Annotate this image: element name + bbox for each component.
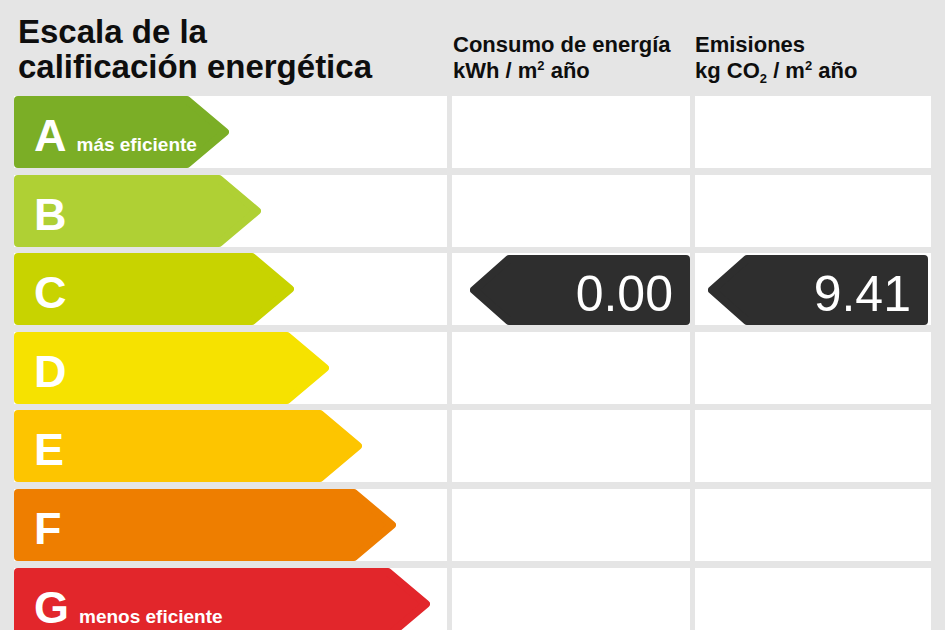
grade-arrow-C: C bbox=[14, 253, 294, 329]
page-title: Escala de la calificación energética bbox=[18, 15, 372, 84]
emisiones-cell-C: 9.41 bbox=[695, 253, 931, 325]
grade-note-G: menos eficiente bbox=[79, 606, 223, 628]
grade-arrow-B: B bbox=[14, 175, 261, 251]
emisiones-cell-B bbox=[695, 175, 931, 247]
emisiones-cell-D bbox=[695, 332, 931, 404]
emisiones-cell-F bbox=[695, 489, 931, 561]
consumo-cell-D bbox=[452, 332, 690, 404]
grade-note-A: más eficiente bbox=[77, 134, 197, 156]
emisiones-value-arrow: 9.41 bbox=[708, 255, 928, 325]
page-title-line2: calificación energética bbox=[18, 50, 372, 85]
grade-arrow-G: Gmenos eficiente bbox=[14, 568, 430, 630]
grade-letter-G: G bbox=[34, 572, 69, 630]
grade-text-D: D bbox=[34, 336, 67, 408]
consumo-cell-A bbox=[452, 96, 690, 168]
scale-row-cell-G: Gmenos eficiente bbox=[14, 568, 447, 630]
scale-row-cell-F: F bbox=[14, 489, 447, 561]
consumo-header-title: Consumo de energía bbox=[453, 32, 671, 58]
grade-letter-D: D bbox=[34, 336, 67, 408]
emisiones-header-unit: kg CO2 / m2 año bbox=[695, 58, 857, 87]
grade-arrow-E: E bbox=[14, 410, 362, 486]
emisiones-column-header: Emisiones kg CO2 / m2 año bbox=[695, 32, 857, 87]
consumo-cell-E bbox=[452, 410, 690, 482]
grade-text-G: Gmenos eficiente bbox=[34, 572, 223, 630]
consumo-value: 0.00 bbox=[576, 259, 673, 329]
consumo-cell-F bbox=[452, 489, 690, 561]
page-title-line1: Escala de la bbox=[18, 15, 372, 50]
consumo-value-arrow: 0.00 bbox=[470, 255, 690, 325]
grade-letter-E: E bbox=[34, 414, 64, 486]
grade-arrow-A: Amás eficiente bbox=[14, 96, 229, 172]
grade-text-B: B bbox=[34, 179, 67, 251]
consumo-cell-G bbox=[452, 568, 690, 630]
grade-letter-A: A bbox=[34, 100, 67, 172]
consumo-header-unit: kWh / m2 año bbox=[453, 58, 671, 87]
consumo-cell-B bbox=[452, 175, 690, 247]
grade-text-F: F bbox=[34, 493, 62, 565]
consumo-column-header: Consumo de energía kWh / m2 año bbox=[453, 32, 671, 87]
grade-arrow-shape-F bbox=[14, 489, 396, 561]
grade-letter-C: C bbox=[34, 257, 67, 329]
emisiones-cell-G bbox=[695, 568, 931, 630]
grade-arrow-F: F bbox=[14, 489, 396, 565]
emisiones-value: 9.41 bbox=[814, 259, 911, 329]
emisiones-cell-A bbox=[695, 96, 931, 168]
grade-text-E: E bbox=[34, 414, 64, 486]
scale-row-cell-E: E bbox=[14, 410, 447, 482]
emisiones-header-title: Emisiones bbox=[695, 32, 857, 58]
grade-letter-F: F bbox=[34, 493, 62, 565]
consumo-cell-C: 0.00 bbox=[452, 253, 690, 325]
grade-arrow-D: D bbox=[14, 332, 329, 408]
scale-row-cell-D: D bbox=[14, 332, 447, 404]
grade-text-C: C bbox=[34, 257, 67, 329]
scale-row-cell-A: Amás eficiente bbox=[14, 96, 447, 168]
grade-arrow-shape-E bbox=[14, 410, 362, 482]
scale-row-cell-B: B bbox=[14, 175, 447, 247]
energy-scale-panel: Escala de la calificación energética Con… bbox=[0, 0, 945, 630]
scale-row-cell-C: C bbox=[14, 253, 447, 325]
grade-letter-B: B bbox=[34, 179, 67, 251]
grade-text-A: Amás eficiente bbox=[34, 100, 197, 172]
emisiones-cell-E bbox=[695, 410, 931, 482]
